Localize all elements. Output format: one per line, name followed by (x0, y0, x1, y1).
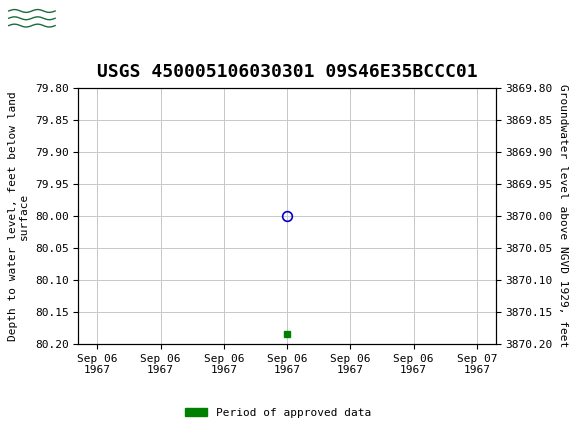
Text: USGS: USGS (67, 9, 110, 27)
FancyBboxPatch shape (6, 3, 58, 33)
Y-axis label: Groundwater level above NGVD 1929, feet: Groundwater level above NGVD 1929, feet (559, 84, 568, 348)
Legend: Period of approved data: Period of approved data (181, 403, 376, 422)
Title: USGS 450005106030301 09S46E35BCCC01: USGS 450005106030301 09S46E35BCCC01 (97, 63, 477, 81)
Y-axis label: Depth to water level, feet below land
surface: Depth to water level, feet below land su… (8, 91, 29, 341)
